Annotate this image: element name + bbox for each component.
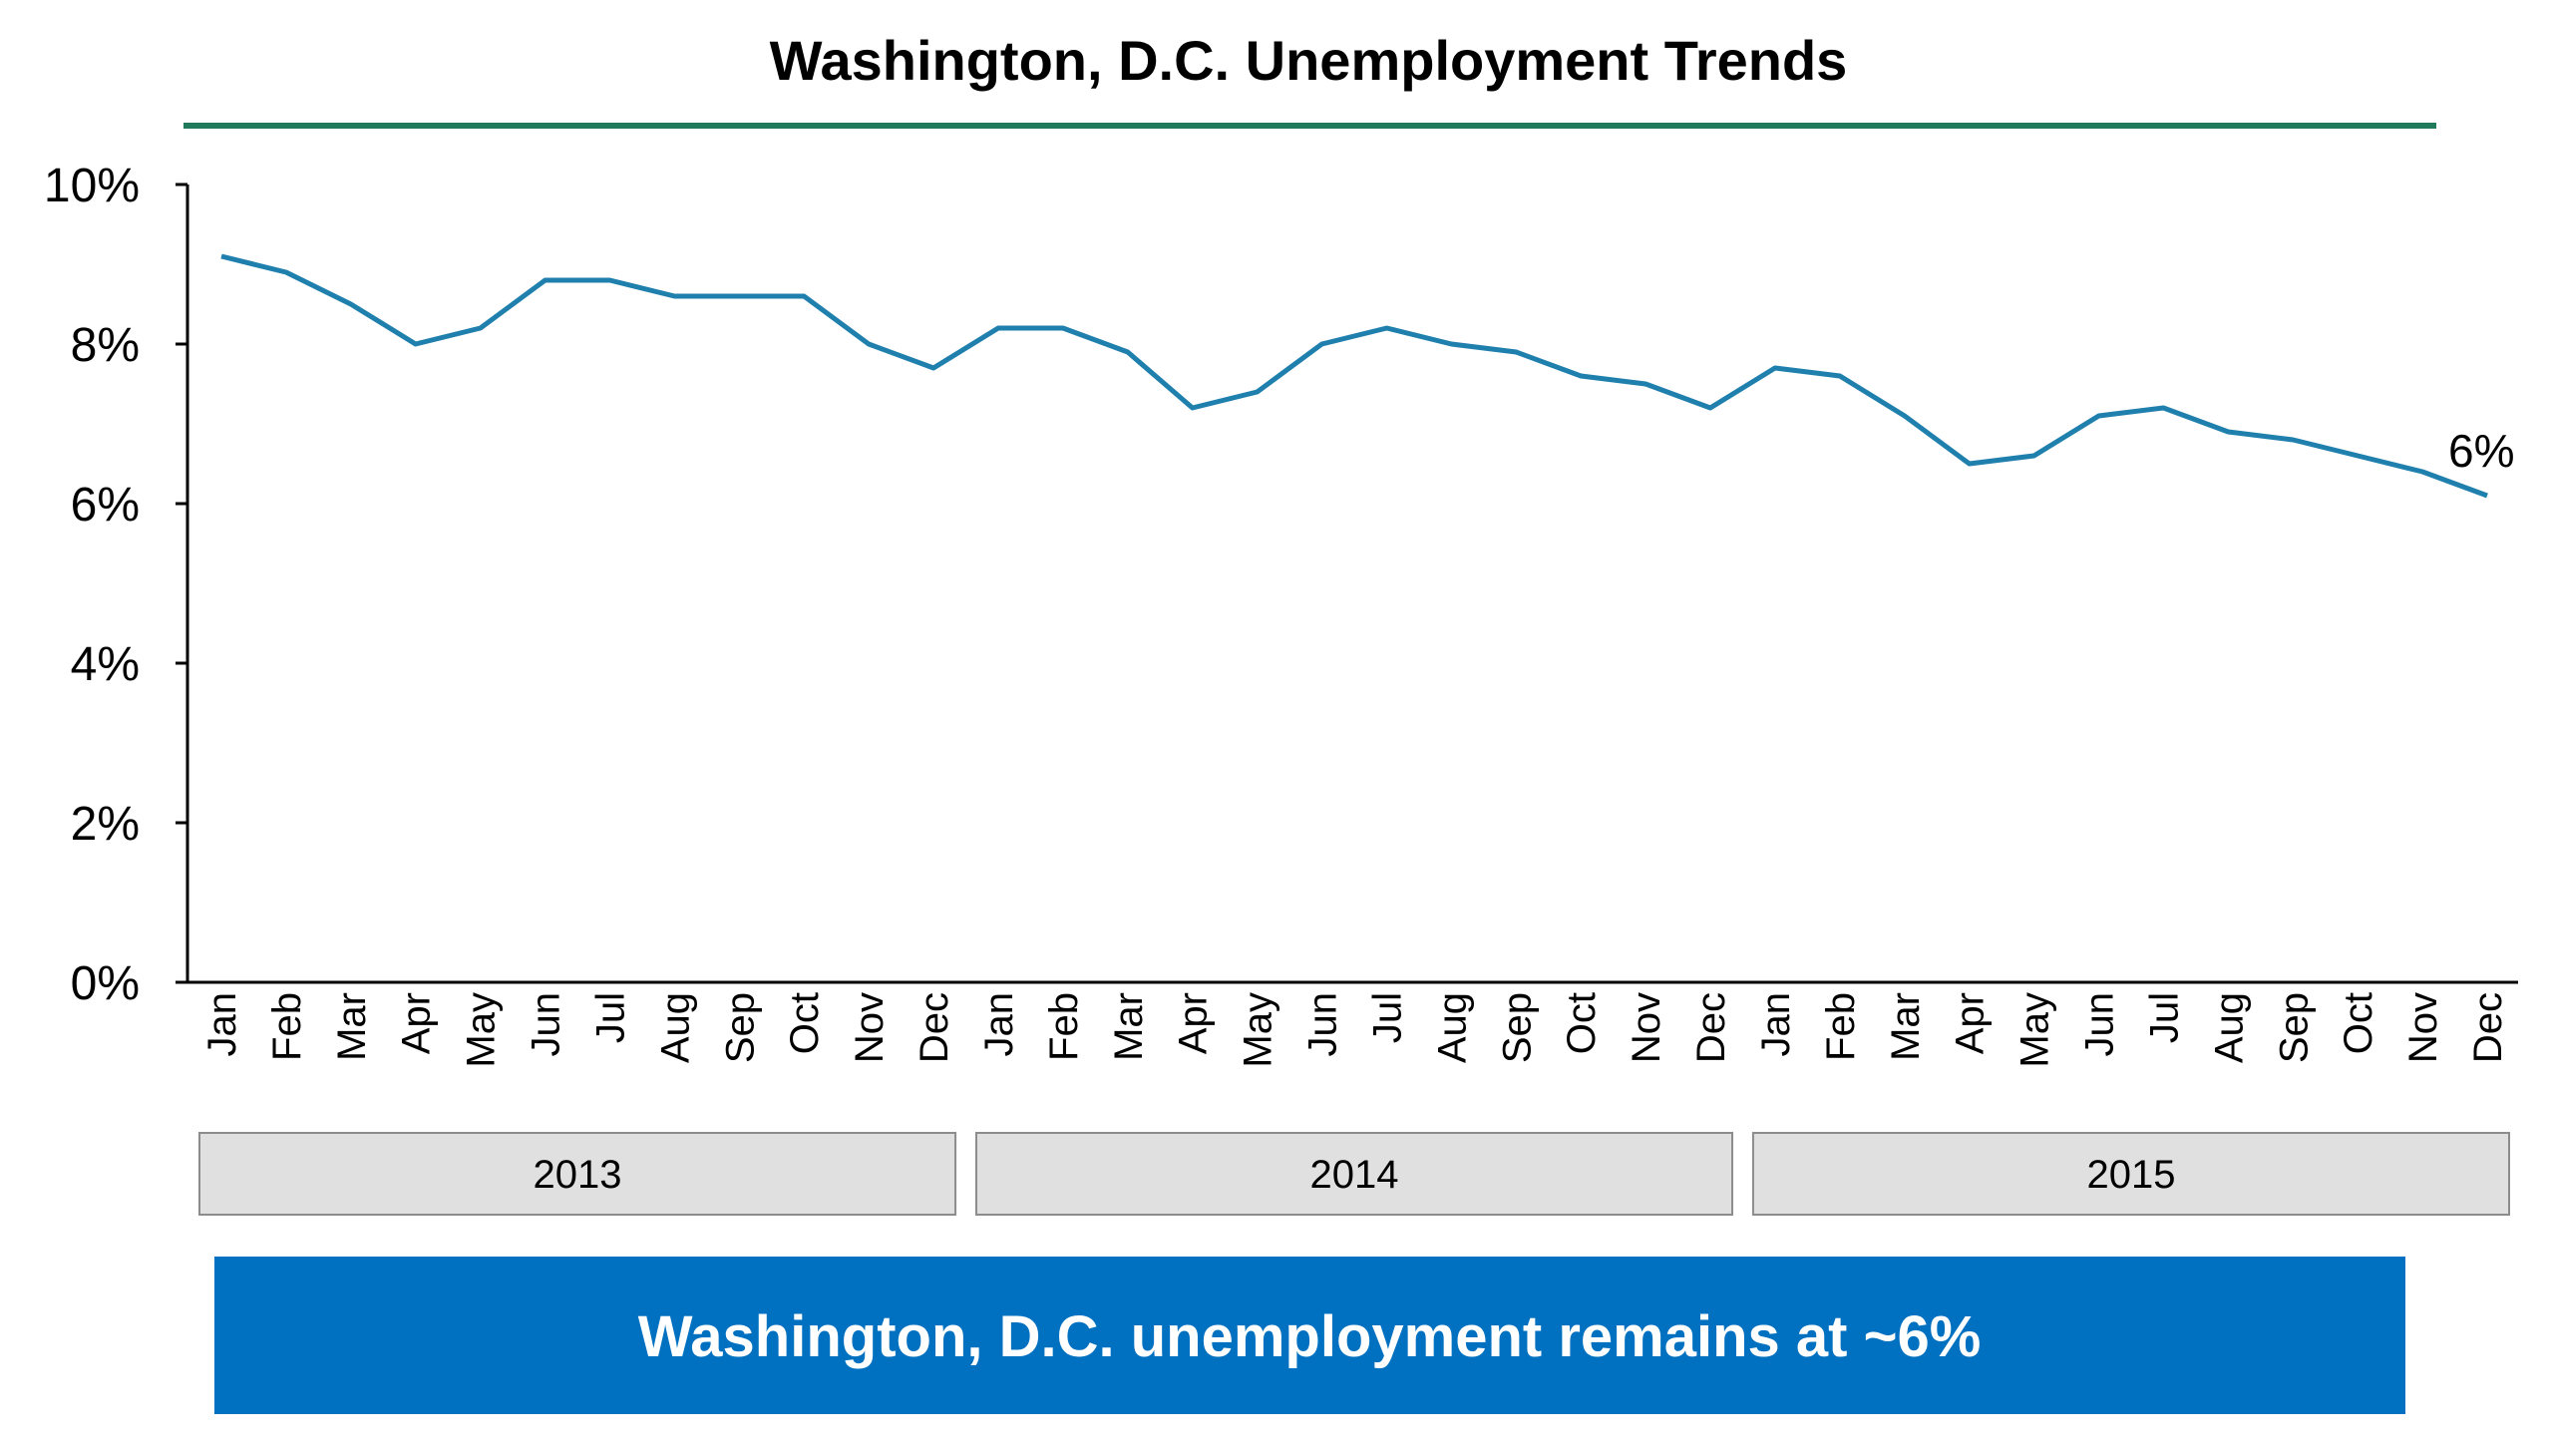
y-tick-label: 8% xyxy=(71,319,140,372)
x-tick-label: Dec xyxy=(2466,992,2510,1063)
summary-banner-text: Washington, D.C. unemployment remains at… xyxy=(638,1304,1982,1369)
x-tick-label: Oct xyxy=(783,992,827,1054)
x-tick-label: Jun xyxy=(525,992,568,1057)
end-value-label: 6% xyxy=(2448,425,2514,477)
x-tick-label: Mar xyxy=(1107,992,1151,1061)
x-tick-label: Apr xyxy=(1172,992,1216,1054)
x-tick-label: Aug xyxy=(2207,992,2251,1063)
year-box xyxy=(1751,1132,2510,1216)
x-tick-label: Jan xyxy=(977,992,1021,1057)
x-tick-label: Feb xyxy=(265,992,309,1061)
x-tick-label: Jul xyxy=(588,992,632,1043)
x-tick-label: Nov xyxy=(1625,992,1668,1063)
x-tick-label: May xyxy=(460,992,504,1068)
chart-title: Washington, D.C. Unemployment Trends xyxy=(770,29,1848,92)
series-line xyxy=(220,253,2488,499)
x-tick-label: Feb xyxy=(1042,992,1086,1061)
x-tick-label: Jun xyxy=(2078,992,2122,1057)
x-tick-label: Dec xyxy=(1689,992,1733,1063)
x-tick-label: Apr xyxy=(1949,992,1993,1054)
x-tick-label: Jan xyxy=(1754,992,1798,1057)
x-tick-label: Jul xyxy=(1365,992,1409,1043)
x-tick-label: Mar xyxy=(330,992,374,1061)
year-label: 2014 xyxy=(1310,1153,1399,1197)
y-axis-ticks: 0% 2% 4% 6% 8% 10% xyxy=(44,160,187,1010)
x-tick-label: Oct xyxy=(2337,992,2380,1054)
x-tick-label: Nov xyxy=(848,992,892,1063)
y-tick-label: 0% xyxy=(71,957,140,1010)
x-tick-label: Feb xyxy=(1819,992,1863,1061)
x-tick-label: Sep xyxy=(718,992,762,1063)
x-tick-label: Aug xyxy=(653,992,697,1063)
year-box xyxy=(198,1132,957,1216)
x-tick-label: Dec xyxy=(912,992,956,1063)
y-tick-label: 10% xyxy=(44,160,140,212)
x-tick-label: Aug xyxy=(1430,992,1474,1063)
summary-banner xyxy=(214,1257,2405,1414)
x-tick-label: Nov xyxy=(2401,992,2445,1063)
x-tick-label: Jun xyxy=(1301,992,1345,1057)
x-tick-label: May xyxy=(2013,992,2057,1068)
x-tick-label: May xyxy=(1237,992,1280,1068)
x-tick-label: Mar xyxy=(1884,992,1928,1061)
x-tick-label: Jan xyxy=(200,992,244,1057)
x-tick-label: Apr xyxy=(395,992,439,1054)
y-tick-label: 6% xyxy=(71,479,140,532)
year-label: 2015 xyxy=(2086,1153,2175,1197)
x-tick-label: Sep xyxy=(2272,992,2316,1063)
x-tick-label: Sep xyxy=(1495,992,1539,1063)
axes xyxy=(185,184,2518,984)
y-tick-label: 2% xyxy=(71,798,140,851)
x-tick-label: Jul xyxy=(2142,992,2186,1043)
series-group xyxy=(220,253,2488,499)
year-groups: 2013 2014 2015 xyxy=(198,1132,2510,1216)
year-label: 2013 xyxy=(534,1153,622,1197)
y-tick-label: 4% xyxy=(71,638,140,691)
year-box xyxy=(974,1132,1734,1216)
x-tick-label: Oct xyxy=(1560,992,1604,1054)
x-axis-ticks: Jan Feb Mar Apr May Jun Jul Aug Sep Oct Nov Dec Jan F… xyxy=(200,992,2510,1068)
